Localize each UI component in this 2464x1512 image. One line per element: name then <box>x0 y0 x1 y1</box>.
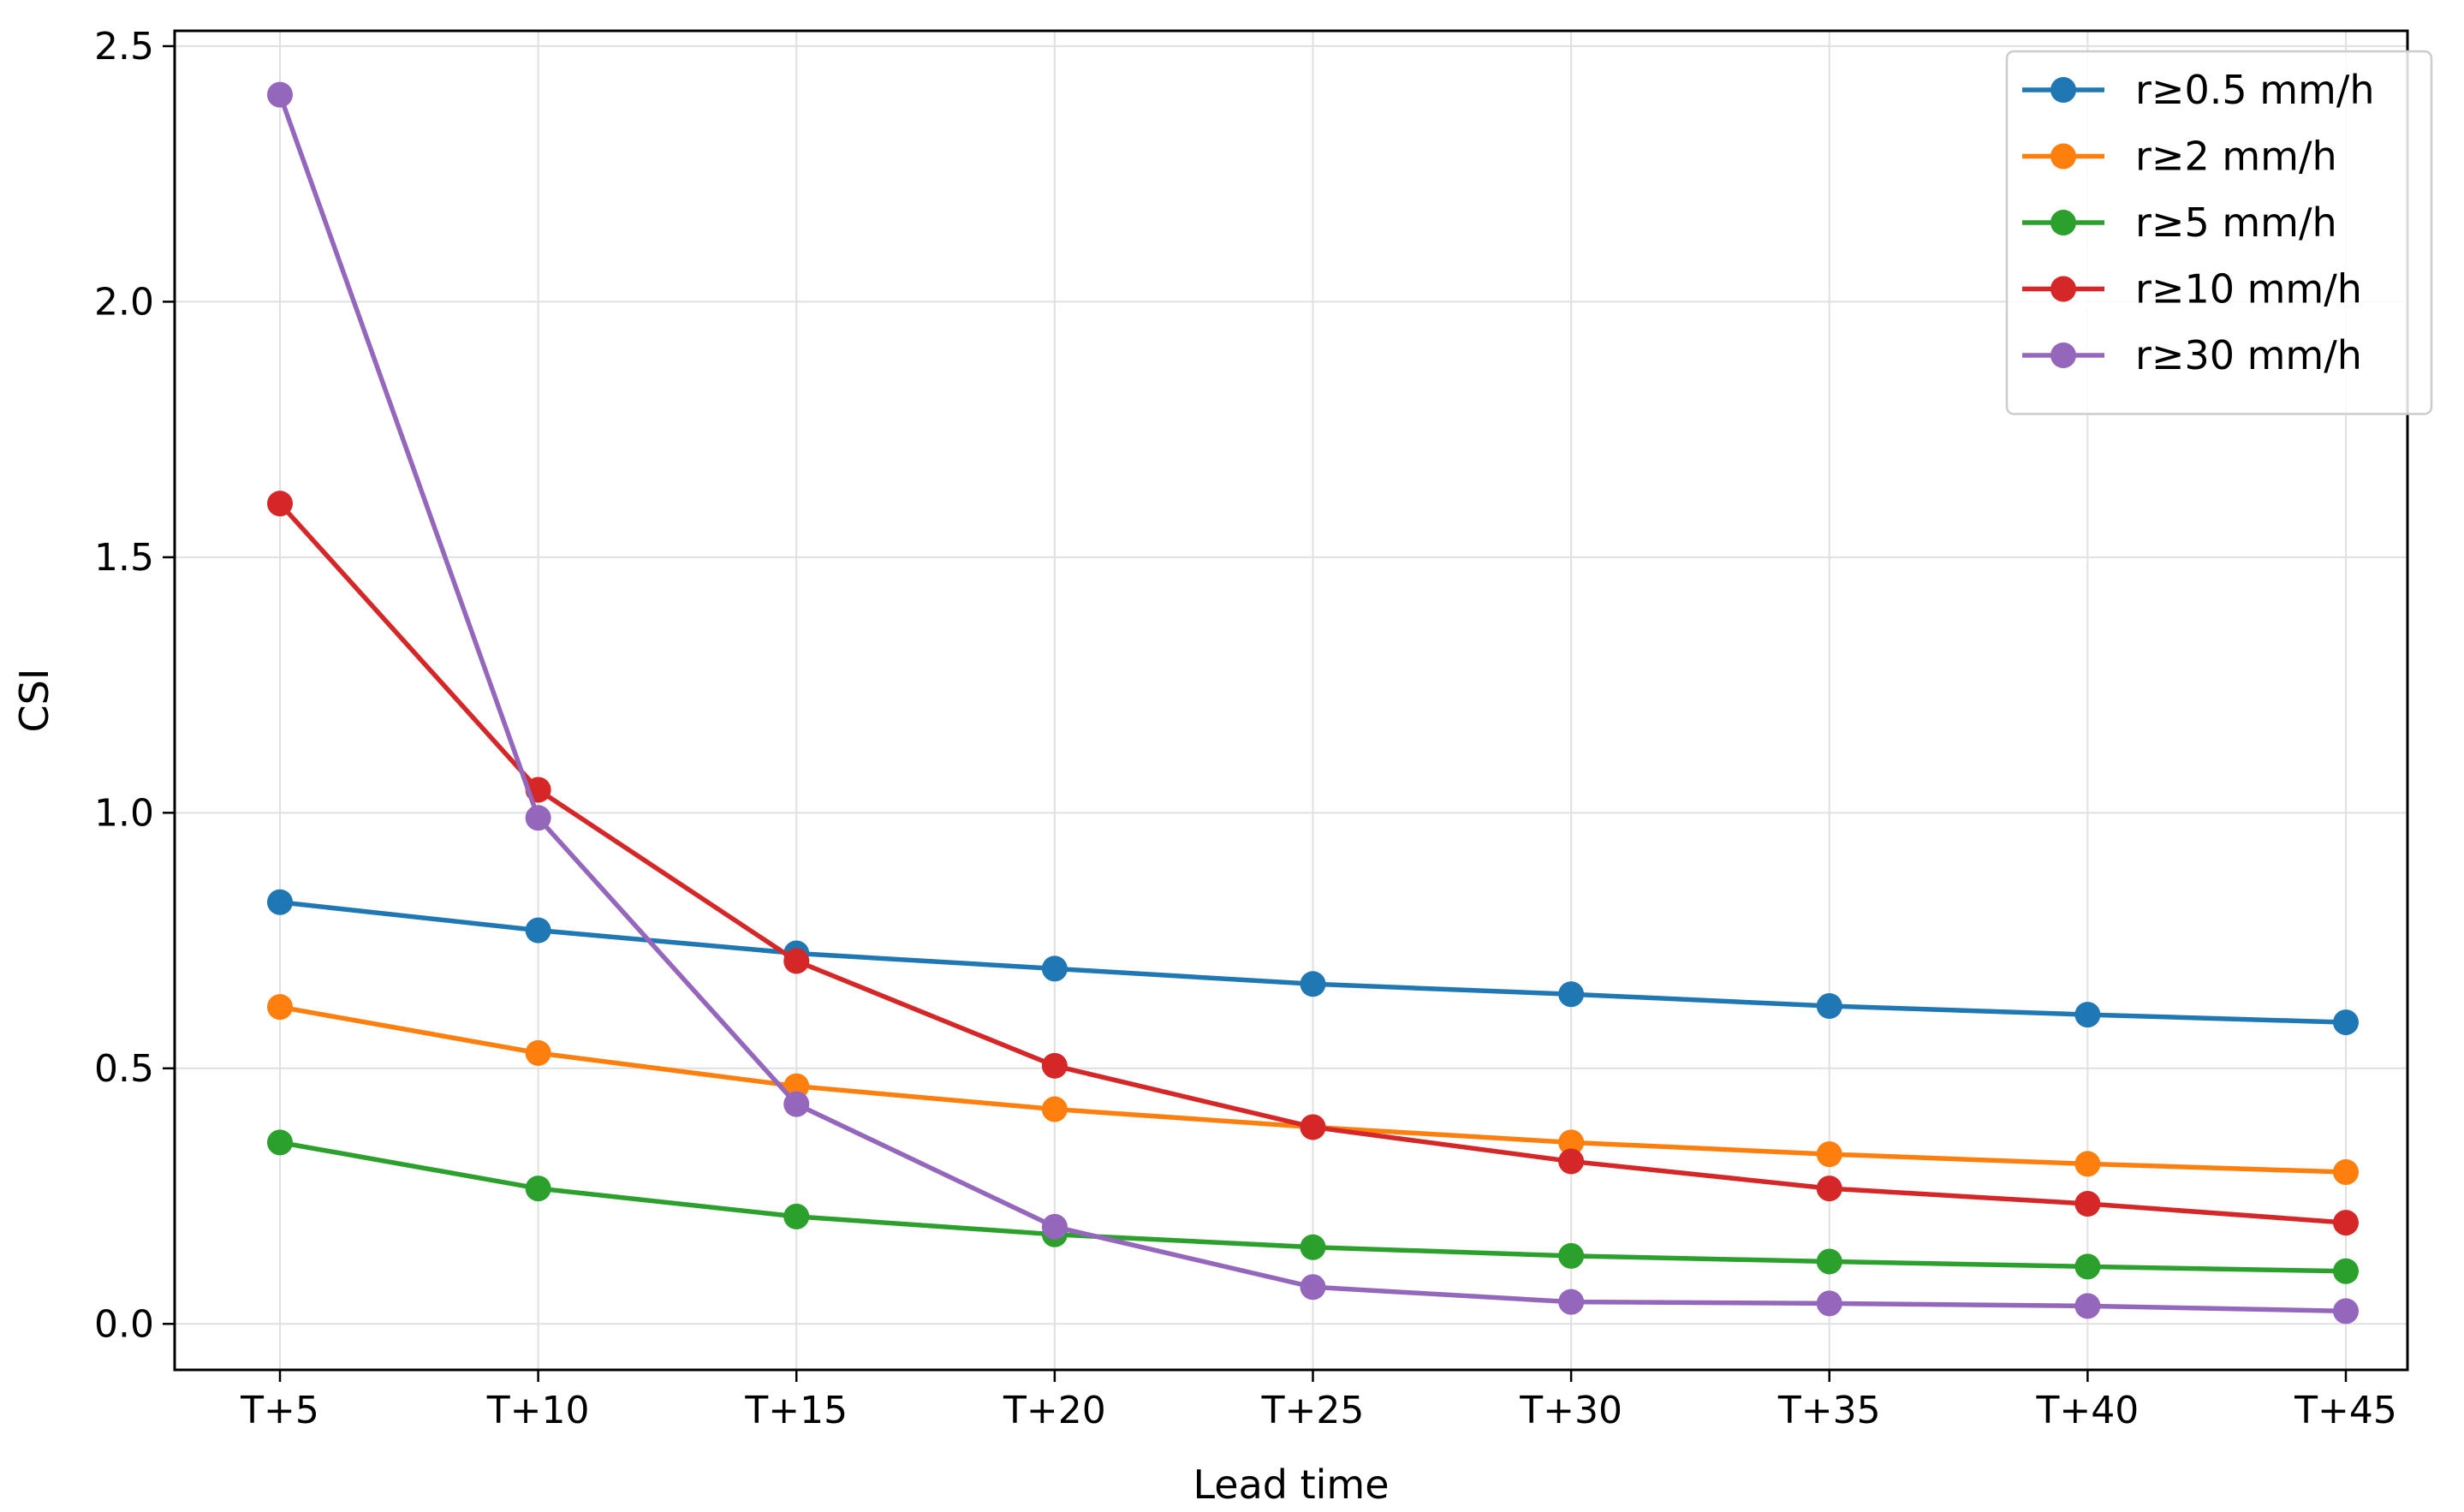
legend-label: r≥5 mm/h <box>2135 199 2337 246</box>
data-point <box>267 889 293 915</box>
data-point <box>1816 1176 1842 1202</box>
data-point <box>1558 1242 1585 1269</box>
data-point <box>2333 1210 2359 1236</box>
data-point <box>525 805 551 831</box>
series-4 <box>267 491 2359 1236</box>
data-point <box>2074 1151 2101 1177</box>
x-tick-label: T+5 <box>240 1389 319 1432</box>
data-point <box>267 491 293 517</box>
data-point <box>1041 955 1068 982</box>
data-point <box>267 994 293 1021</box>
x-tick-label: T+10 <box>486 1389 590 1432</box>
data-point <box>1558 1129 1585 1156</box>
x-tick-label: T+40 <box>2036 1389 2140 1432</box>
data-point <box>2074 1293 2101 1319</box>
x-tick-label: T+25 <box>1261 1389 1365 1432</box>
y-axis-label: CSI <box>11 669 57 733</box>
x-tick-label: T+45 <box>2294 1389 2397 1432</box>
data-point <box>525 1176 551 1202</box>
legend-entry: r≥5 mm/h <box>2022 199 2337 246</box>
y-tick-label: 1.0 <box>94 791 154 835</box>
data-point <box>267 1129 293 1156</box>
data-point <box>2074 1190 2101 1217</box>
data-point <box>2074 1253 2101 1280</box>
data-point <box>1041 1096 1068 1122</box>
data-point <box>1558 1289 1585 1315</box>
data-point <box>1558 1148 1585 1175</box>
legend-swatch-marker <box>2050 276 2076 302</box>
series-5 <box>267 81 2359 1324</box>
y-tick-label: 2.0 <box>94 280 154 324</box>
legend-entry: r≥0.5 mm/h <box>2022 67 2375 113</box>
legend-entry: r≥10 mm/h <box>2022 266 2362 313</box>
plot-frame <box>173 29 2409 1372</box>
data-point <box>1816 992 1842 1019</box>
data-point <box>1041 1213 1068 1240</box>
data-point <box>525 1039 551 1066</box>
legend-entry: r≥30 mm/h <box>2022 332 2362 378</box>
data-point <box>2333 1298 2359 1324</box>
series-1 <box>267 889 2359 1036</box>
data-point <box>2333 1258 2359 1284</box>
data-point <box>267 81 293 108</box>
y-tick-label: 0.5 <box>94 1047 154 1091</box>
data-point <box>783 1091 810 1117</box>
y-tick-label: 2.5 <box>94 25 154 68</box>
legend-entry: r≥2 mm/h <box>2022 134 2337 180</box>
x-tick-label: T+15 <box>744 1389 848 1432</box>
data-point <box>1300 971 1326 997</box>
y-tick-label: 0.0 <box>94 1302 154 1346</box>
data-point <box>1300 1234 1326 1260</box>
legend-swatch-marker <box>2050 210 2076 235</box>
legend-swatch-marker <box>2050 342 2076 368</box>
data-point <box>2074 1002 2101 1028</box>
x-axis-label: Lead time <box>1193 1461 1389 1508</box>
legend-label: r≥10 mm/h <box>2135 266 2362 313</box>
x-axis-ticks: T+5 T+10 T+15 T+20 T+25 T+30 T+35 T+40 T+45 <box>240 1370 2397 1432</box>
legend-box <box>2005 50 2433 415</box>
data-point <box>1816 1248 1842 1275</box>
data-point <box>1816 1141 1842 1168</box>
y-axis-ticks: 0.0 0.5 1.0 1.5 2.0 2.5 <box>94 25 175 1346</box>
x-tick-label: T+35 <box>1777 1389 1881 1432</box>
legend-label: r≥2 mm/h <box>2135 134 2337 180</box>
data-point <box>1300 1114 1326 1140</box>
data-point <box>2333 1009 2359 1036</box>
data-point <box>783 948 810 974</box>
y-tick-label: 1.5 <box>94 536 154 580</box>
legend-swatch-marker <box>2050 143 2076 170</box>
x-tick-label: T+20 <box>1003 1389 1106 1432</box>
legend-label: r≥0.5 mm/h <box>2135 67 2375 113</box>
data-point <box>1300 1274 1326 1301</box>
data-point <box>2333 1158 2359 1185</box>
legend-swatch-marker <box>2050 77 2076 103</box>
data-point <box>783 1203 810 1229</box>
series-group <box>267 81 2359 1324</box>
data-point <box>525 917 551 944</box>
data-point <box>783 1073 810 1099</box>
data-point <box>1041 1052 1068 1079</box>
x-tick-label: T+30 <box>1519 1389 1622 1432</box>
legend-label: r≥30 mm/h <box>2135 332 2362 378</box>
data-point <box>1558 981 1585 1008</box>
legend: r≥0.5 mm/h r≥2 mm/h r≥5 mm/h r≥10 mm/h r≥30 … <box>2005 50 2433 415</box>
data-point <box>1816 1290 1842 1317</box>
